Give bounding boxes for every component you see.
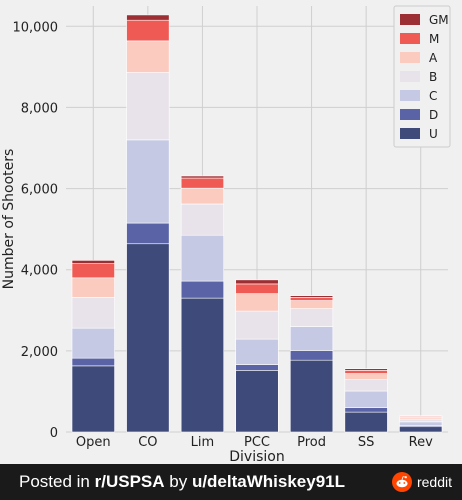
x-tick-label: SS — [358, 435, 375, 450]
legend-label-m: M — [429, 32, 439, 46]
y-tick-label: 4,000 — [21, 264, 58, 279]
bar-segment-co-b — [126, 72, 170, 141]
y-tick-label: 0 — [50, 426, 58, 441]
bar-segment-prod-b — [289, 308, 334, 327]
bar-segment-lim-d — [180, 280, 225, 299]
bar-segment-prod-a — [289, 300, 334, 309]
legend-label-d: D — [429, 108, 438, 122]
bar-segment-pcc-m — [235, 283, 279, 294]
chart-area: 0 2,000 4,000 6,000 8,000 10,000 Open CO Lim PCC P… — [0, 0, 462, 464]
y-tick-label: 8,000 — [21, 101, 58, 116]
subreddit-link[interactable]: r/USPSA — [94, 472, 165, 491]
by-text: by — [164, 472, 192, 491]
bar-segment-prod-m — [289, 297, 334, 301]
posted-in-text: Posted in — [19, 472, 95, 491]
legend-label-c: C — [429, 89, 437, 103]
bar-segment-ss-a — [344, 373, 388, 380]
bar-segment-open-b — [71, 297, 115, 329]
bar-segment-pcc-c — [235, 338, 279, 365]
x-tick-label: Prod — [297, 435, 326, 450]
bar-segment-pcc-b — [235, 310, 279, 340]
bar-segment-prod-c — [289, 326, 334, 351]
bar-segment-open-gm — [71, 260, 115, 264]
x-tick-label: Lim — [191, 435, 215, 450]
bar-segment-open-a — [71, 277, 115, 298]
legend-swatch-a — [400, 52, 420, 63]
y-tick-label: 2,000 — [21, 345, 58, 360]
legend-swatch-c — [400, 90, 420, 101]
bar-segment-ss-m — [344, 370, 388, 374]
bar-segment-open-d — [71, 357, 115, 367]
bar-segment-pcc-u — [235, 370, 279, 433]
legend-label-b: B — [429, 70, 437, 84]
stacked-bar-chart: 0 2,000 4,000 6,000 8,000 10,000 Open CO Lim PCC P… — [1, 5, 451, 464]
bar-segment-ss-d — [344, 407, 388, 413]
bar-segment-lim-u — [180, 297, 225, 433]
legend-swatch-u — [400, 128, 420, 139]
x-tick-label: Rev — [409, 435, 433, 450]
bar-segment-ss-b — [344, 379, 388, 392]
x-axis-label: Division — [229, 449, 284, 464]
bar-segment-pcc-d — [235, 364, 279, 371]
bar-segment-co-gm — [126, 14, 170, 21]
x-tick-label: Open — [76, 435, 111, 450]
bar-segment-ss-gm — [344, 368, 388, 371]
bar-segment-rev-gm — [399, 415, 443, 417]
legend-swatch-b — [400, 71, 420, 82]
y-tick-label: 6,000 — [21, 183, 58, 198]
legend-swatch-d — [400, 109, 420, 120]
bar-segment-prod-u — [289, 359, 334, 433]
x-tick-label: CO — [138, 435, 157, 450]
bar-segment-ss-u — [344, 411, 388, 433]
bar-segment-lim-m — [180, 177, 225, 189]
reddit-alien-icon — [391, 472, 412, 492]
legend-swatch-gm — [400, 14, 420, 25]
y-tick-label: 10,000 — [13, 20, 59, 35]
bar-segment-lim-a — [180, 187, 225, 205]
reddit-wordmark: reddit — [416, 474, 452, 490]
bar-segment-pcc-gm — [235, 279, 279, 285]
bar-segment-lim-c — [180, 234, 225, 282]
bar-segment-lim-b — [180, 203, 225, 236]
bar-segment-prod-gm — [289, 295, 334, 298]
user-link[interactable]: u/deltaWhiskey91L — [191, 472, 345, 491]
footer-bar: Posted in r/USPSA by u/deltaWhiskey91L r… — [0, 464, 462, 500]
bar-segment-pcc-a — [235, 293, 279, 312]
legend-label-gm: GM — [429, 13, 449, 27]
x-tick-label: PCC — [244, 435, 270, 450]
bar-segment-open-u — [71, 365, 115, 433]
bar-segment-rev-u — [399, 426, 443, 433]
bar-segment-co-u — [126, 243, 170, 433]
bar-segment-ss-c — [344, 390, 388, 408]
y-axis-label: Number of Shooters — [1, 149, 17, 290]
bar-segment-co-m — [126, 19, 170, 42]
bar-segment-co-a — [126, 40, 170, 73]
bar-segment-rev-b — [399, 418, 443, 423]
bar-segment-co-d — [126, 222, 170, 245]
bar-segment-prod-d — [289, 350, 334, 361]
reddit-logo[interactable]: reddit — [391, 472, 452, 492]
bar-segment-co-c — [126, 139, 170, 224]
bar-segment-open-c — [71, 327, 115, 359]
bar-segment-rev-c — [399, 421, 443, 426]
bar-segment-lim-gm — [180, 175, 225, 179]
legend-swatch-m — [400, 33, 420, 44]
legend-label-a: A — [429, 51, 438, 65]
bar-segment-open-m — [71, 263, 115, 279]
legend-label-u: U — [429, 127, 438, 141]
